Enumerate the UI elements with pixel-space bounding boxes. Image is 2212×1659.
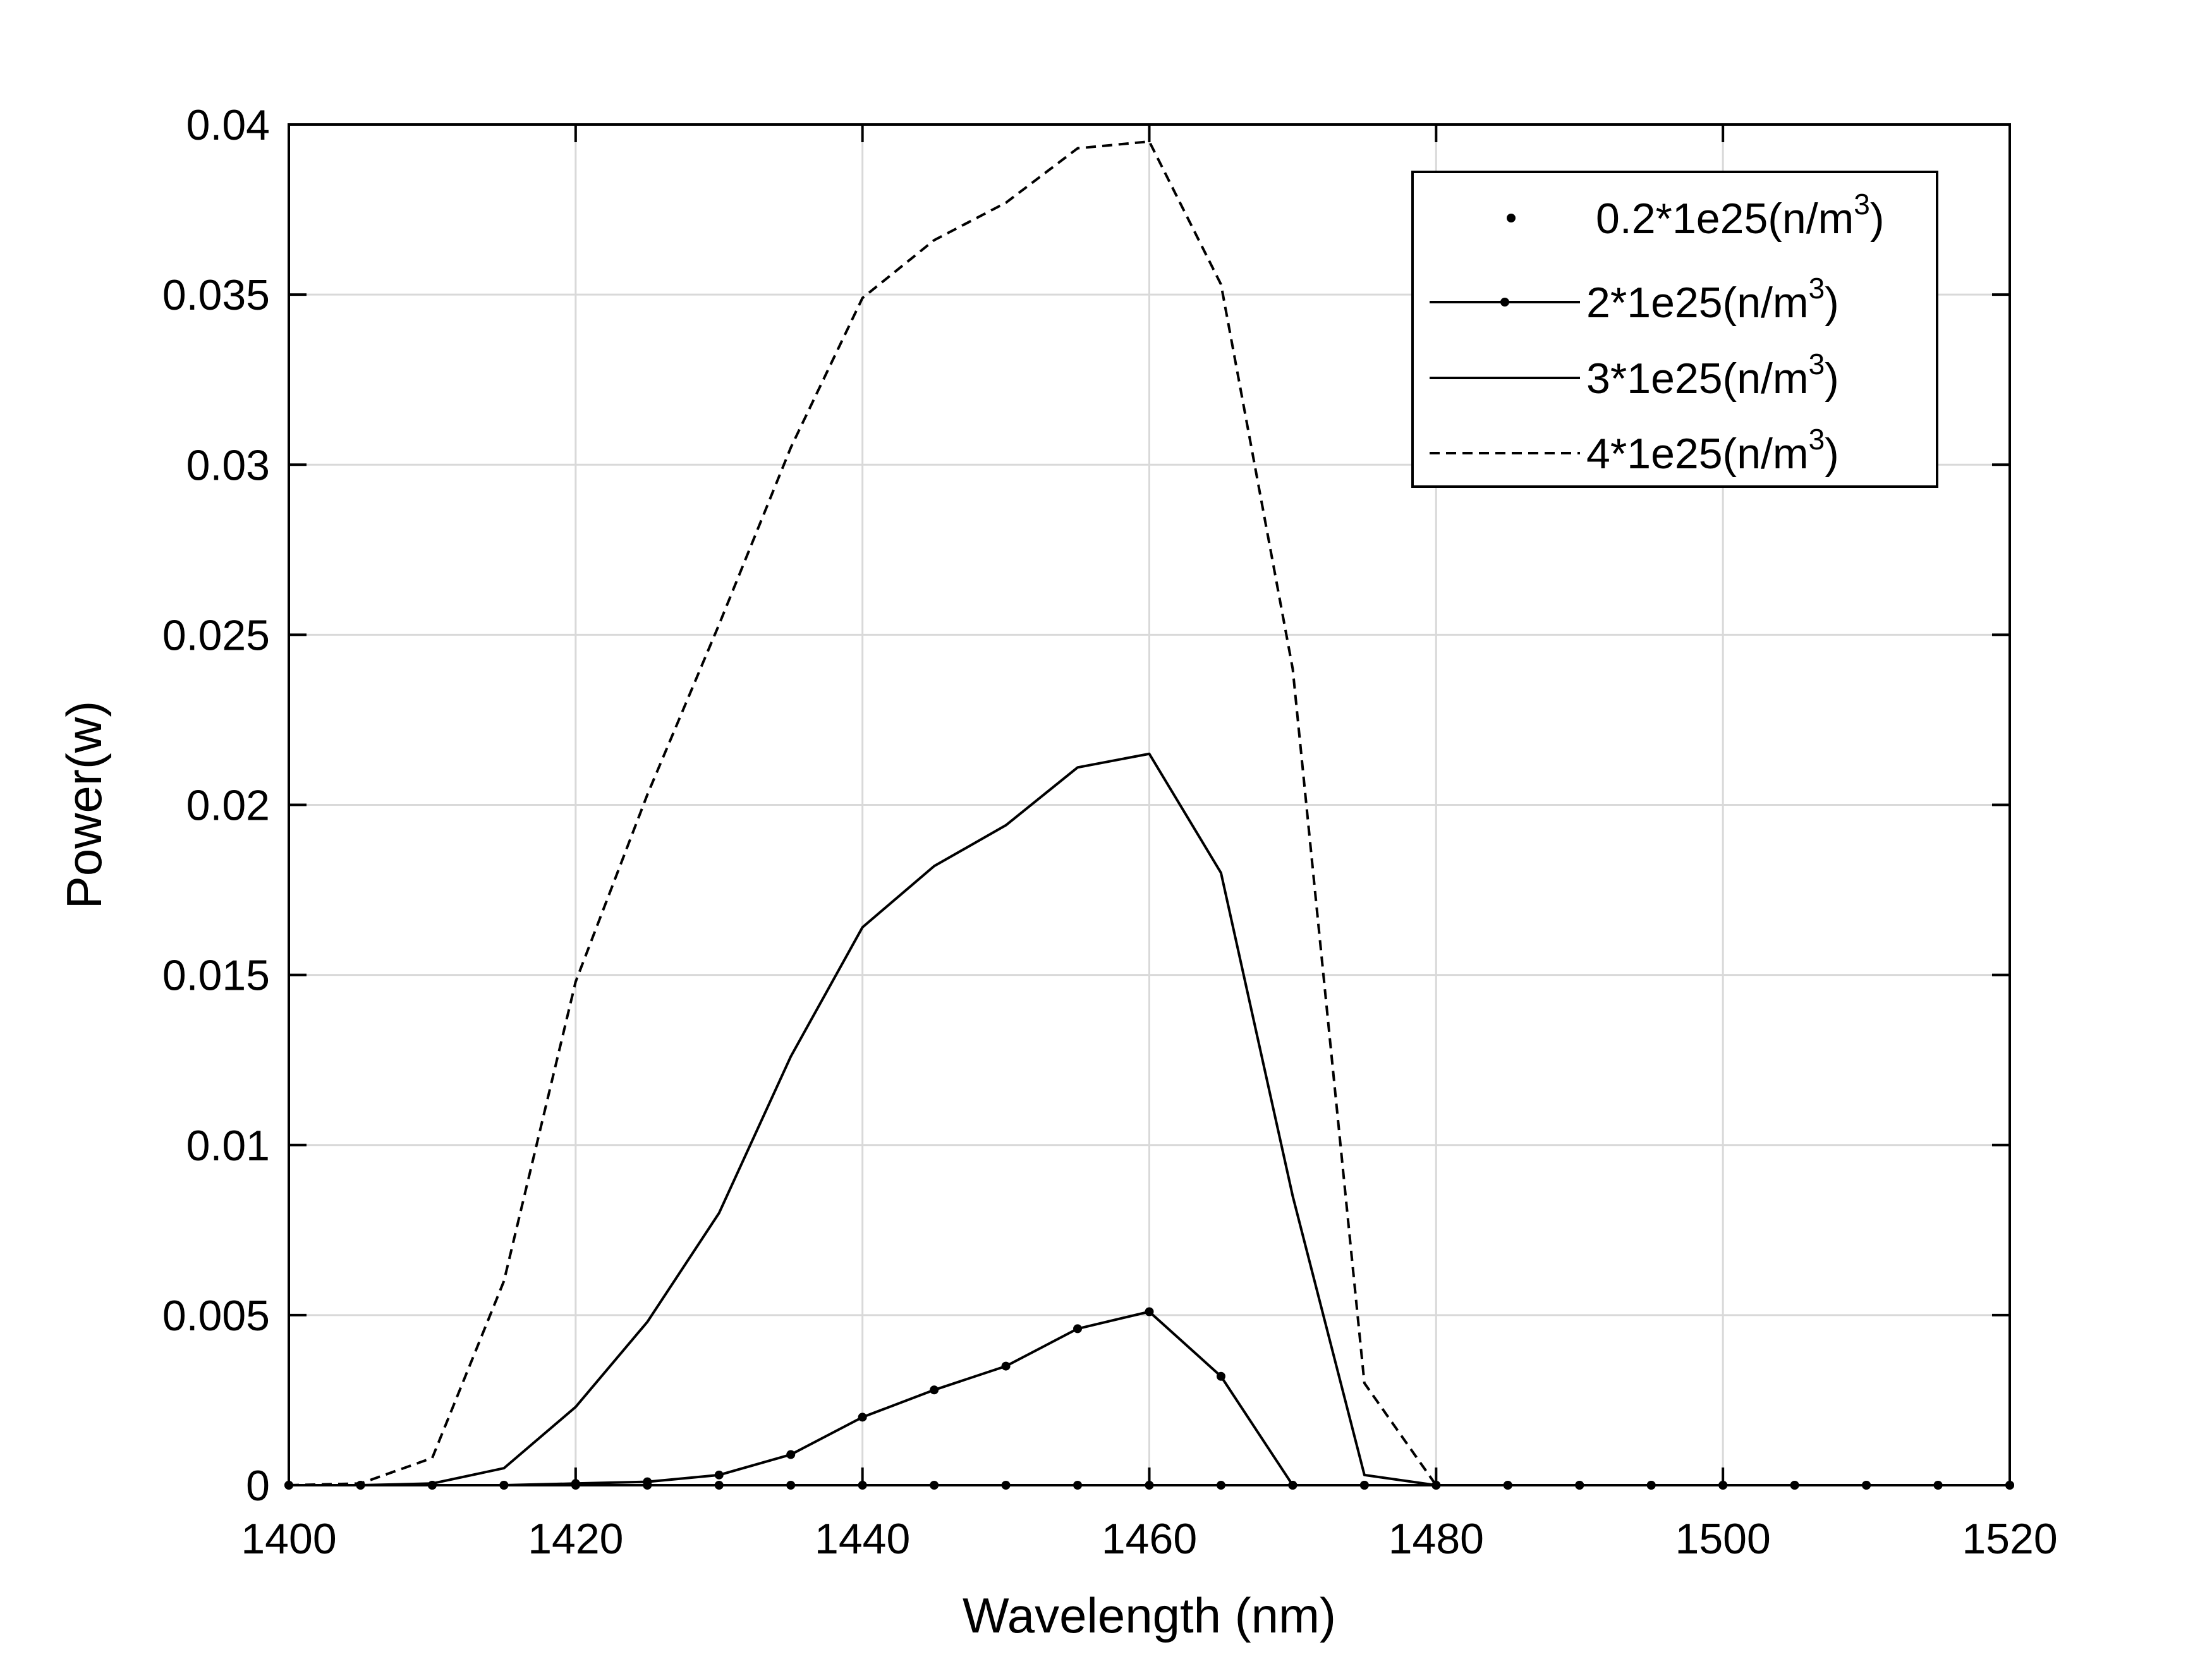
y-tick-label: 0.015 — [162, 952, 270, 1000]
x-axis-title: Wavelength (nm) — [963, 1588, 1336, 1643]
y-tick-label: 0.04 — [186, 101, 270, 149]
x-tick-label: 1440 — [815, 1515, 910, 1563]
legend-marker — [1500, 298, 1509, 307]
legend-marker — [1507, 214, 1516, 222]
x-tick-label: 1480 — [1389, 1515, 1484, 1563]
y-tick-label: 0.01 — [186, 1122, 270, 1170]
data-point-marker — [786, 1450, 796, 1459]
x-tick-label: 1400 — [241, 1515, 336, 1563]
legend-label: 4*1e25(n/m3) — [1586, 423, 1839, 478]
legend-box — [1411, 171, 1938, 488]
y-tick-label: 0.02 — [186, 782, 270, 830]
axis-ticks: 1400 1420 1440 1460 1480 1500 1520 0 0.005 0.01 0.… — [162, 101, 2058, 1563]
y-tick-label: 0 — [246, 1462, 270, 1510]
x-tick-label: 1520 — [1962, 1515, 2057, 1563]
y-tick-label: 0.035 — [162, 271, 270, 319]
data-point-marker — [930, 1385, 939, 1395]
y-tick-label: 0.005 — [162, 1292, 270, 1340]
x-tick-label: 1460 — [1102, 1515, 1197, 1563]
data-point-marker — [1001, 1361, 1011, 1371]
legend-label: 3*1e25(n/m3) — [1586, 348, 1839, 403]
data-point-marker — [1145, 1307, 1154, 1316]
data-point-marker — [1216, 1371, 1225, 1381]
legend-label: 0.2*1e25(n/m3) — [1596, 188, 1885, 243]
y-tick-label: 0.03 — [186, 441, 270, 489]
y-tick-label: 0.025 — [162, 611, 270, 659]
legend-label: 2*1e25(n/m3) — [1586, 272, 1839, 327]
x-tick-label: 1500 — [1675, 1515, 1771, 1563]
data-point-marker — [858, 1413, 867, 1422]
legend: 0.2*1e25(n/m3) 2*1e25(n/m3) 3*1e25(n/m3) 4*… — [1411, 171, 1938, 488]
data-point-marker — [1073, 1324, 1083, 1334]
x-tick-label: 1420 — [528, 1515, 623, 1563]
data-point-marker — [714, 1470, 724, 1480]
y-axis-title: Power(w) — [56, 701, 112, 909]
